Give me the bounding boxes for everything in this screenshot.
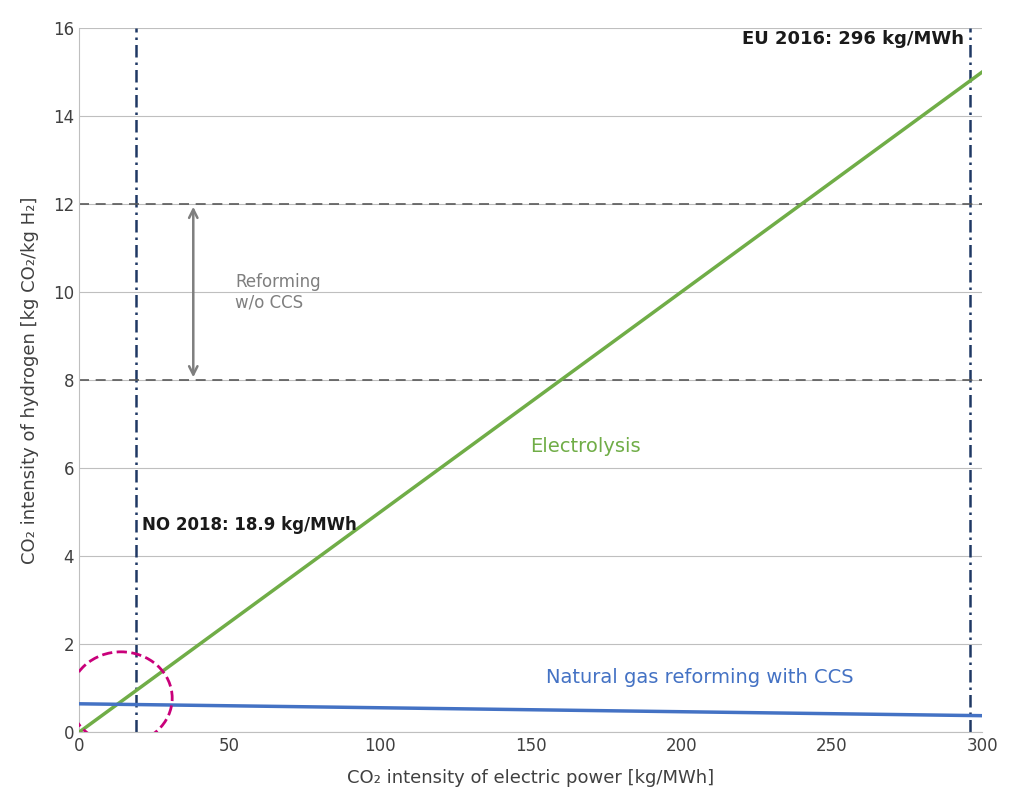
Text: Electrolysis: Electrolysis (531, 436, 641, 456)
Y-axis label: CO₂ intensity of hydrogen [kg CO₂/kg H₂]: CO₂ intensity of hydrogen [kg CO₂/kg H₂] (20, 196, 39, 564)
X-axis label: CO₂ intensity of electric power [kg/MWh]: CO₂ intensity of electric power [kg/MWh] (347, 769, 714, 787)
Text: NO 2018: 18.9 kg/MWh: NO 2018: 18.9 kg/MWh (142, 516, 357, 534)
Text: Natural gas reforming with CCS: Natural gas reforming with CCS (545, 668, 853, 687)
Text: EU 2016: 296 kg/MWh: EU 2016: 296 kg/MWh (742, 30, 964, 48)
Text: Reforming
w/o CCS: Reforming w/o CCS (235, 272, 321, 311)
